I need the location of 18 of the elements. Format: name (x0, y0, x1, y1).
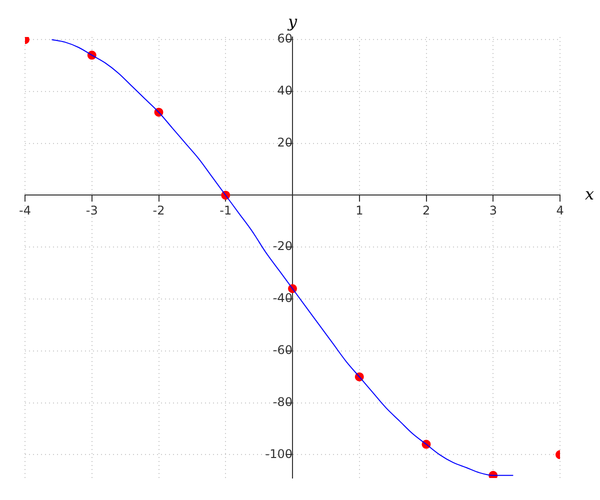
x-tick-label: 1 (356, 204, 364, 218)
x-axis-title: x (585, 184, 594, 204)
y-tick-label: -40 (272, 291, 292, 306)
x-tick-label: -4 (19, 204, 31, 218)
y-tick-label: -100 (265, 446, 292, 461)
x-tick-label: -2 (152, 204, 165, 218)
y-tick-label: 40 (277, 84, 292, 98)
x-tick-label: -1 (220, 204, 232, 218)
y-tick-label: -20 (272, 239, 292, 254)
y-tick-label: -60 (272, 343, 292, 358)
y-axis-title: y (286, 12, 298, 32)
y-tick-label: 60 (277, 32, 292, 46)
y-tick-label: 20 (277, 135, 292, 150)
y-tick-label: -80 (272, 394, 292, 409)
x-tick-label: 4 (556, 204, 564, 218)
x-tick-label: 3 (489, 204, 497, 218)
x-tick-label: 2 (422, 204, 430, 218)
x-tick-label: -3 (86, 204, 98, 218)
